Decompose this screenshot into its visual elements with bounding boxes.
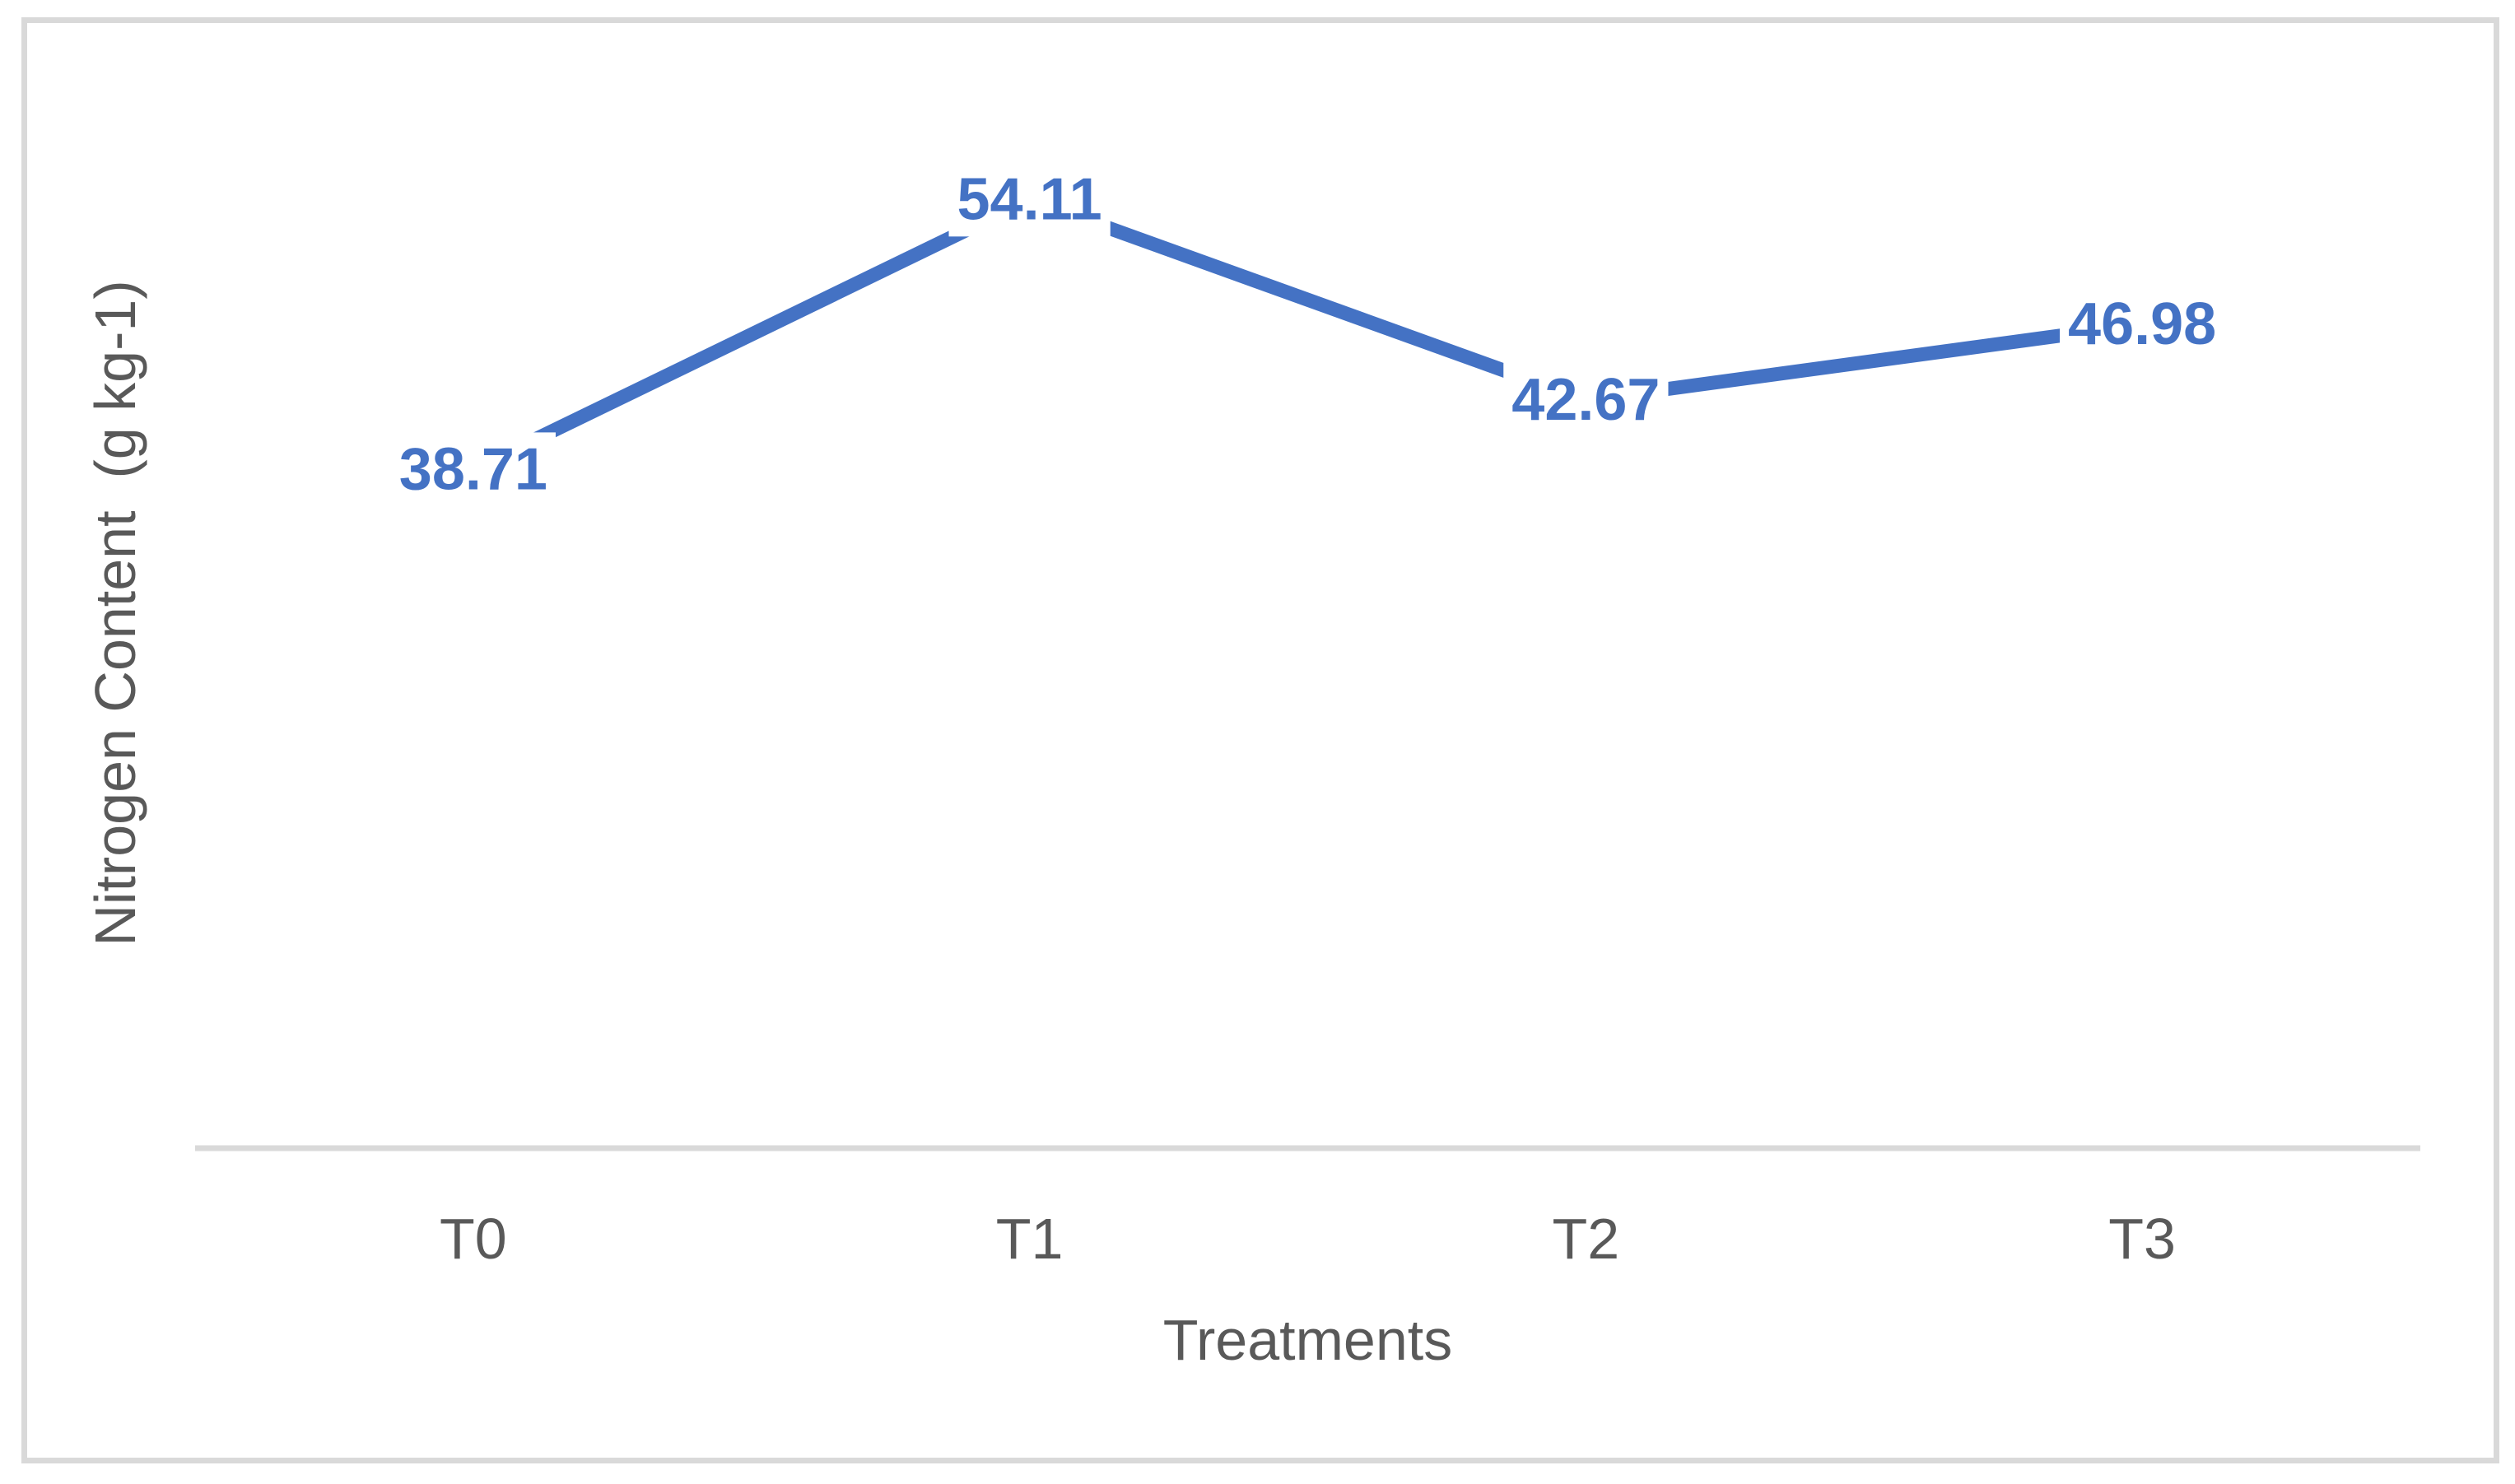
chart-frame <box>21 17 2499 1463</box>
category-tick-label: T3 <box>2108 1207 2176 1271</box>
data-point-label: 42.67 <box>1503 363 1669 438</box>
category-tick-label: T2 <box>1553 1207 1620 1271</box>
data-label-text: 46.98 <box>2068 291 2216 357</box>
data-point-label: 46.98 <box>2060 287 2225 362</box>
data-point-label: 54.11 <box>948 162 1111 237</box>
data-label-text: 38.71 <box>399 436 547 502</box>
series-line <box>470 192 2144 477</box>
data-label-text: 42.67 <box>1511 367 1660 433</box>
category-tick-label: T1 <box>996 1207 1064 1271</box>
data-label-bg <box>948 162 1111 237</box>
data-label-text: 54.11 <box>957 166 1102 232</box>
data-label-bg <box>1503 363 1669 438</box>
data-label-bg <box>390 432 556 507</box>
data-label-bg <box>2060 287 2225 362</box>
data-point-label: 38.71 <box>390 432 556 507</box>
category-tick-label: T0 <box>440 1207 507 1271</box>
